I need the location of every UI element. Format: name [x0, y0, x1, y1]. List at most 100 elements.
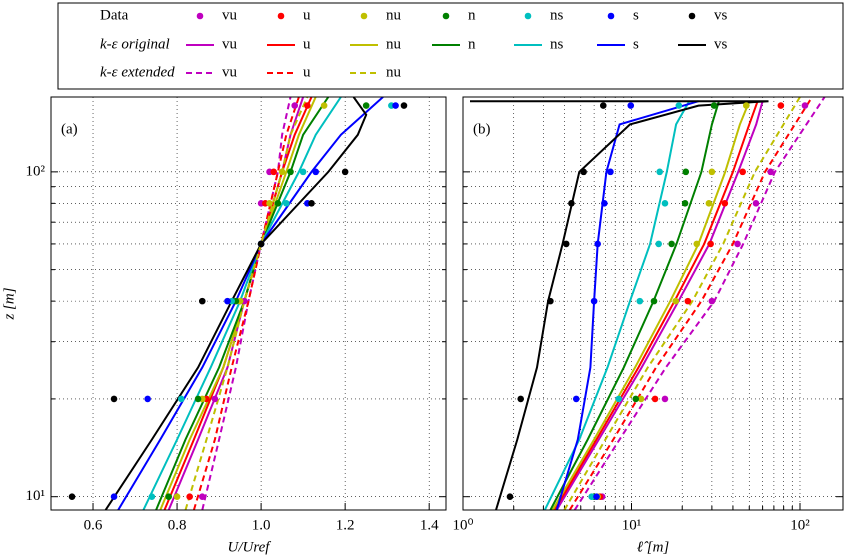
data-point: [777, 102, 785, 109]
data-point: [257, 240, 265, 248]
legend-label: vu: [222, 64, 238, 80]
data-point: [291, 102, 299, 109]
data-point: [627, 102, 635, 109]
legend-marker: [524, 12, 532, 20]
y-axis-label: z [m]: [1, 287, 17, 320]
data-point: [681, 200, 689, 207]
data-point: [632, 395, 640, 403]
data-point: [599, 102, 607, 109]
data-point: [767, 168, 774, 176]
legend-label: n: [468, 36, 476, 52]
data-point: [656, 168, 663, 176]
data-point: [672, 297, 680, 305]
legend-label: vs: [714, 36, 728, 52]
data-point: [651, 395, 659, 403]
data-point: [287, 168, 294, 176]
data-point: [362, 102, 370, 109]
data-point: [547, 297, 554, 305]
data-point: [572, 395, 580, 403]
curve: [543, 100, 691, 510]
data-point: [615, 395, 623, 403]
x-tick-label: 10⁰: [452, 517, 473, 533]
data-point: [400, 102, 408, 109]
x-tick-label: 1.4: [420, 517, 439, 533]
legend-label: vu: [222, 7, 238, 23]
data-point: [165, 493, 172, 500]
data-point: [590, 297, 598, 305]
x-axis-label: ℓ̂ [m]: [637, 539, 670, 555]
legend-label: s: [633, 36, 639, 52]
data-point: [708, 168, 716, 176]
data-point: [801, 102, 809, 109]
data-point: [684, 297, 692, 305]
x-tick-label: 10¹: [622, 517, 642, 533]
data-point: [392, 102, 399, 109]
data-point: [708, 297, 716, 305]
data-point: [186, 493, 193, 500]
data-point: [308, 200, 315, 207]
plot-area: [470, 97, 826, 510]
data-point: [299, 168, 307, 176]
data-point: [752, 200, 760, 207]
data-point: [594, 240, 601, 248]
data-point: [562, 240, 570, 248]
data-point: [693, 240, 701, 248]
legend-marker: [607, 12, 615, 20]
legend-marker: [688, 12, 696, 20]
data-point: [593, 493, 600, 500]
data-point: [173, 493, 181, 500]
data-point: [601, 200, 608, 207]
data-point: [568, 200, 575, 207]
data-point: [283, 200, 290, 207]
data-point: [734, 240, 741, 248]
data-point: [266, 200, 273, 207]
legend-label: u: [303, 36, 311, 52]
legend-row-label: k-ε extended: [100, 64, 175, 80]
legend-row-label: Data: [100, 7, 129, 23]
data-point: [655, 240, 662, 248]
data-point: [710, 102, 718, 109]
x-tick-label: 1.0: [252, 517, 271, 533]
plot-area: [68, 97, 408, 510]
x-tick-label: 10²: [790, 517, 810, 533]
curve: [155, 97, 330, 510]
curve: [551, 100, 751, 510]
data-point: [707, 240, 714, 248]
data-point: [68, 493, 76, 500]
legend-label: vu: [222, 36, 238, 52]
data-point: [675, 102, 683, 109]
x-tick-label: 0.8: [168, 517, 187, 533]
legend-marker: [360, 12, 368, 20]
dashed-curve: [568, 97, 813, 510]
curve: [549, 100, 720, 510]
curve: [142, 97, 342, 510]
data-point: [194, 395, 202, 403]
dashed-curve: [192, 97, 300, 510]
data-point: [224, 297, 231, 305]
data-point: [312, 168, 320, 176]
legend-label: ns: [550, 7, 564, 23]
data-point: [739, 168, 746, 176]
data-point: [110, 493, 118, 500]
legend-row-label: k-ε original: [100, 36, 170, 52]
data-point: [637, 395, 645, 403]
data-point: [588, 493, 595, 500]
data-point: [198, 297, 206, 305]
dashed-curve: [184, 97, 309, 510]
legend-label: nu: [386, 64, 402, 80]
legend-label: u: [303, 64, 311, 80]
data-point: [148, 493, 156, 500]
data-point: [198, 493, 206, 500]
legend-marker: [277, 12, 285, 20]
data-point: [110, 395, 118, 403]
axes-frame: [462, 96, 844, 511]
legend-label: ns: [550, 36, 564, 52]
data-point: [278, 168, 286, 176]
legend-marker: [196, 12, 204, 20]
data-point: [705, 200, 713, 207]
legend-label: vs: [714, 7, 728, 23]
data-point: [607, 168, 614, 176]
data-point: [661, 200, 669, 207]
dashed-curve: [563, 97, 801, 510]
